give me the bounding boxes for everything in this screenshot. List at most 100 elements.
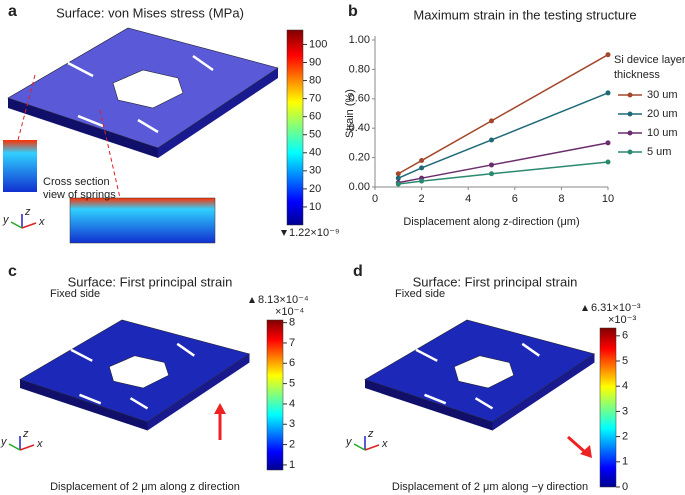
- panel-title: Surface: First principal strain: [68, 274, 233, 289]
- legend-label: 5 um: [647, 146, 671, 158]
- slit: [424, 393, 447, 405]
- structure-side: [365, 379, 493, 431]
- colorbar-tick-label: 100: [309, 38, 327, 50]
- point: [395, 175, 401, 181]
- slit: [176, 342, 195, 357]
- axis-arrow: [353, 443, 366, 451]
- slit: [129, 397, 149, 410]
- structure-side: [492, 354, 595, 431]
- colorbar-tick-label: 30: [309, 165, 321, 177]
- fixed-label: Fixed side: [395, 288, 445, 300]
- colorbar-tick-label: 60: [309, 111, 321, 123]
- min-label: 1.22×10⁻⁹: [289, 227, 340, 239]
- axis-arrow: [8, 443, 21, 451]
- legend-title: Si device layer: [614, 54, 685, 66]
- x-tick-label: 2: [419, 193, 425, 205]
- hex-hole: [453, 355, 515, 389]
- series-line: [397, 54, 609, 175]
- triad-label: x: [38, 216, 45, 228]
- legend-marker: [627, 92, 633, 98]
- point: [489, 162, 494, 168]
- min-marker: [281, 230, 287, 236]
- point: [489, 118, 494, 124]
- y-tick-label: 0.60: [349, 93, 370, 105]
- structure-side: [158, 68, 278, 158]
- y-tick-label: 1.00: [349, 34, 370, 46]
- colorbar-tick-label: 6: [622, 330, 628, 342]
- colorbar-tick-label: 20: [309, 183, 321, 195]
- x-tick-label: 8: [558, 193, 564, 205]
- legend-label: 10 um: [647, 127, 678, 139]
- caption: Displacement of 2 μm along z direction: [50, 481, 240, 493]
- triad-label: y: [345, 436, 353, 448]
- point: [489, 137, 494, 143]
- panel-title: Surface: First principal strain: [413, 274, 578, 289]
- series-line: [397, 92, 609, 179]
- hex-hole: [108, 355, 170, 389]
- legend-label: 20 um: [647, 108, 678, 120]
- y-tick-label: 0.20: [349, 152, 370, 164]
- y-tick-label: 0.00: [349, 181, 370, 193]
- point: [395, 171, 401, 177]
- colorbar-tick-label: 80: [309, 74, 321, 86]
- triad-label: x: [36, 438, 43, 450]
- panel-label: d: [353, 263, 363, 280]
- point: [419, 158, 425, 164]
- x-axis-label: Displacement along z-direction (μm): [403, 216, 579, 228]
- panel-title: Surface: von Mises stress (MPa): [56, 5, 244, 20]
- slit: [521, 342, 540, 357]
- arrow: [567, 435, 586, 454]
- colorbar-tick-label: 40: [309, 147, 321, 159]
- x-tick-label: 6: [512, 193, 518, 205]
- series-line: [398, 161, 609, 185]
- max-label: 6.31×10⁻³: [591, 302, 641, 314]
- slit: [77, 114, 104, 128]
- colorbar: [286, 29, 304, 226]
- structure-side: [8, 98, 158, 158]
- colorbar-tick-label: 5: [622, 355, 628, 367]
- colorbar-tick-label: 2: [622, 431, 628, 443]
- point: [605, 52, 611, 58]
- colorbar-tick-label: 10: [309, 201, 321, 213]
- slit: [70, 348, 93, 362]
- slit: [137, 118, 159, 134]
- point: [395, 181, 401, 187]
- legend-label: 30 um: [647, 89, 678, 101]
- triad-label: y: [0, 436, 8, 448]
- point: [489, 171, 494, 177]
- legend-title: thickness: [614, 69, 660, 81]
- colorbar-tick-label: 8: [289, 317, 295, 329]
- axis-arrow: [21, 222, 37, 229]
- colorbar-tick-label: 0: [622, 481, 628, 493]
- point: [419, 178, 425, 184]
- annotation: Cross section: [43, 176, 110, 188]
- y-axis-label: Strain (%): [344, 89, 356, 138]
- colorbar-tick-label: 1: [289, 459, 295, 471]
- legend-marker: [627, 130, 633, 136]
- triad-label: x: [381, 438, 388, 450]
- x-tick-label: 4: [465, 193, 471, 205]
- point: [605, 90, 611, 96]
- colorbar: [266, 319, 284, 471]
- slit: [79, 393, 102, 405]
- colorbar-tick-label: 3: [622, 405, 628, 417]
- slit: [67, 61, 94, 78]
- triad-label: y: [2, 214, 10, 226]
- point: [605, 159, 611, 165]
- max-marker: [582, 305, 588, 311]
- series-line: [398, 142, 609, 184]
- panel-label: c: [8, 263, 17, 280]
- colorbar-tick-label: 1: [622, 456, 628, 468]
- chart-title: Maximum strain in the testing structure: [413, 7, 636, 22]
- axis-arrow: [364, 444, 380, 451]
- point: [419, 165, 425, 171]
- colorbar: [599, 327, 617, 488]
- y-tick-label: 0.40: [349, 122, 370, 134]
- colorbar-tick-label: 2: [289, 438, 295, 450]
- point: [605, 140, 611, 146]
- triad-label: z: [22, 428, 29, 440]
- unit-label: ×10⁻⁴: [275, 306, 304, 318]
- legend-marker: [627, 111, 633, 117]
- y-tick-label: 0.80: [349, 63, 370, 75]
